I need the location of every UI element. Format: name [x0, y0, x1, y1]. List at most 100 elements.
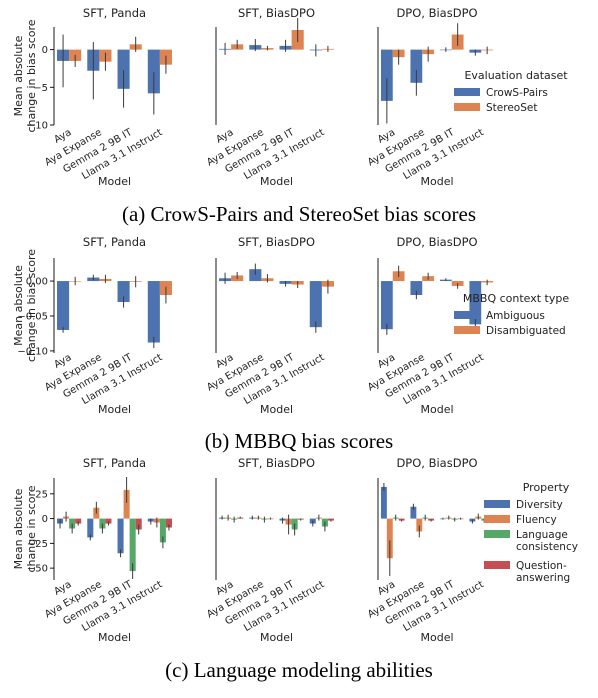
panel-title: SFT, BiasDPO [238, 235, 315, 249]
y-tick-label: 0 [42, 45, 48, 56]
bar [147, 49, 160, 94]
y-tick-label: 0 [42, 514, 48, 525]
y-axis-label: change in bias score [25, 249, 38, 362]
bar [159, 518, 166, 543]
x-axis-label: Model [260, 631, 293, 644]
legend-swatch [454, 88, 480, 96]
legend-title: MBBQ context type [463, 292, 569, 305]
y-tick-label: −5 [33, 83, 48, 94]
bar [117, 281, 130, 303]
bar [410, 506, 417, 519]
bar [386, 518, 393, 559]
legend-swatch [484, 561, 510, 569]
bar [410, 49, 423, 83]
legend-label: Language [516, 529, 568, 541]
legend-swatch [484, 515, 510, 523]
y-axis-label: Mean absolute [12, 35, 25, 116]
figure-caption: (a) CrowS-Pairs and StereoSet bias score… [122, 202, 476, 226]
legend-swatch [484, 500, 510, 508]
legend-label: answering [516, 572, 570, 584]
bar [165, 518, 172, 528]
legend-swatch [454, 103, 480, 111]
legend-label: Fluency [516, 514, 557, 526]
panel-title: SFT, BiasDPO [238, 6, 315, 20]
legend-label: Ambiguous [486, 310, 545, 322]
x-axis-label: Model [260, 175, 293, 188]
legend-title: Property [523, 481, 570, 494]
bar [147, 281, 160, 343]
legend: Property Diversity Fluency Languageconsiste… [484, 481, 578, 584]
figure-caption: (b) MBBQ bias scores [205, 429, 393, 453]
legend-label: Disambiguated [486, 325, 566, 337]
legend: MBBQ context type Ambiguous Disambiguated [454, 292, 569, 337]
panel-title: SFT, Panda [83, 6, 146, 20]
bar [416, 518, 423, 532]
y-axis-label: Mean absolute [12, 265, 25, 346]
y-tick-label: 25 [35, 489, 48, 500]
bar [123, 489, 130, 519]
legend: Evaluation dataset CrowS-Pairs StereoSet [454, 69, 568, 114]
bar [327, 518, 334, 521]
panel-title: SFT, BiasDPO [238, 456, 315, 470]
legend-label: Diversity [516, 499, 563, 511]
bar [105, 518, 112, 524]
bar [57, 281, 70, 330]
y-tick-label: 0.00 [26, 277, 48, 288]
bar [75, 518, 82, 524]
y-tick-label: −0.05 [17, 311, 48, 322]
panel-title: SFT, Panda [83, 456, 146, 470]
y-tick-label: −50 [27, 564, 48, 575]
bar [380, 486, 387, 519]
bar [135, 518, 142, 530]
bar [380, 49, 393, 101]
bar [309, 281, 322, 328]
y-axis-label: change in score [25, 485, 38, 572]
bar [249, 269, 262, 282]
legend-swatch [454, 326, 480, 334]
legend-label: consistency [516, 541, 578, 553]
bar [129, 518, 136, 572]
panel-title: DPO, BiasDPO [396, 6, 477, 20]
y-tick-label: −0.10 [17, 346, 48, 357]
panel-title: DPO, BiasDPO [396, 456, 477, 470]
bar [117, 518, 124, 554]
y-axis-label: Mean absolute [12, 488, 25, 569]
y-tick-label: −25 [27, 539, 48, 550]
bar [380, 281, 393, 330]
x-axis-label: Model [260, 403, 293, 416]
bar [398, 518, 405, 521]
x-axis-label: Model [98, 175, 131, 188]
bar [469, 281, 482, 325]
panel-title: SFT, Panda [83, 235, 146, 249]
y-axis-label: change in bias score [25, 19, 38, 132]
x-axis-label: Model [98, 403, 131, 416]
x-axis-label: Model [98, 631, 131, 644]
legend-label: Question- [516, 560, 567, 572]
x-axis-label: Model [420, 631, 453, 644]
legend-title: Evaluation dataset [464, 69, 568, 82]
panel-title: DPO, BiasDPO [396, 235, 477, 249]
bar [428, 518, 435, 521]
y-tick-label: −10 [27, 121, 48, 132]
legend-label: StereoSet [486, 102, 537, 114]
legend-swatch [454, 311, 480, 319]
bar [117, 49, 130, 89]
legend-label: CrowS-Pairs [486, 87, 548, 99]
bar [410, 281, 423, 296]
figure-caption: (c) Language modeling abilities [165, 658, 433, 682]
x-axis-label: Model [420, 403, 453, 416]
bar [87, 518, 94, 538]
